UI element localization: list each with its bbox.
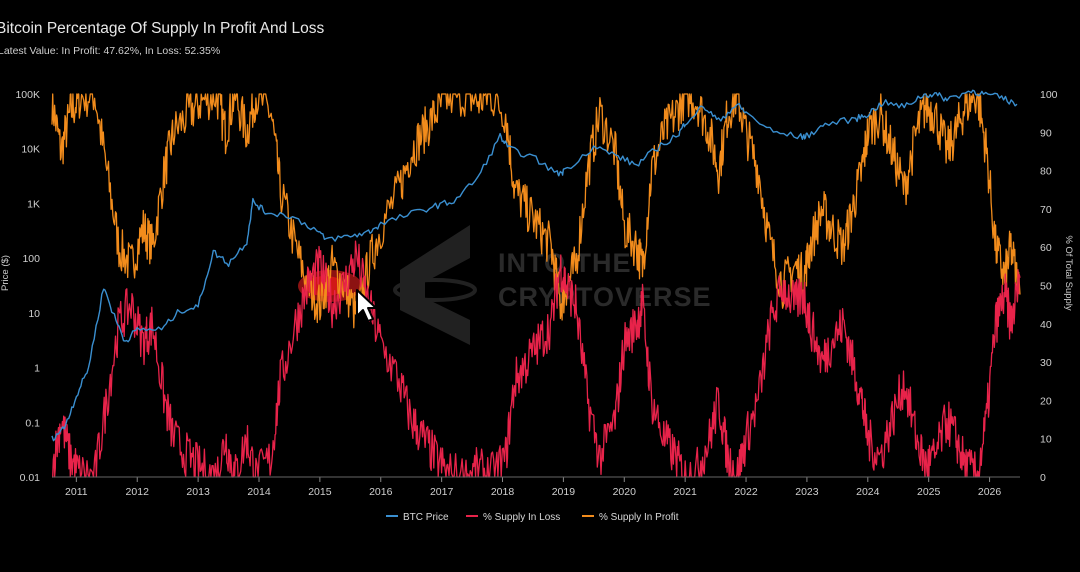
x-tick-label: 2026 bbox=[978, 486, 1002, 498]
x-tick-label: 2012 bbox=[126, 486, 150, 498]
x-tick-label: 2013 bbox=[186, 486, 210, 498]
y-left-tick-label: 1 bbox=[34, 363, 40, 375]
legend: BTC Price % Supply In Loss % Supply In P… bbox=[386, 512, 679, 523]
y-left-tick-label: 100 bbox=[22, 253, 40, 265]
watermark: INTO THE CRYPTOVERSE bbox=[393, 225, 712, 345]
x-tick-label: 2011 bbox=[65, 486, 88, 498]
legend-label-supply-loss: % Supply In Loss bbox=[483, 512, 560, 523]
series-line-supply-in-loss bbox=[52, 240, 1021, 478]
y-right-tick-label: 70 bbox=[1040, 204, 1052, 216]
x-tick-label: 2025 bbox=[917, 486, 941, 498]
y-left-tick-label: 10 bbox=[28, 308, 40, 320]
y-right-tick-label: 0 bbox=[1040, 472, 1046, 484]
x-tick-label: 2021 bbox=[673, 486, 697, 498]
y-right-tick-label: 30 bbox=[1040, 357, 1052, 369]
x-tick-label: 2016 bbox=[369, 486, 393, 498]
y-left-tick-label: 1K bbox=[27, 198, 40, 210]
x-tick-label: 2024 bbox=[856, 486, 880, 498]
watermark-line-2: CRYPTOVERSE bbox=[498, 282, 712, 312]
chart-title: Bitcoin Percentage Of Supply In Profit A… bbox=[0, 20, 325, 37]
legend-label-btc-price: BTC Price bbox=[403, 512, 449, 523]
y-right-tick-label: 80 bbox=[1040, 166, 1052, 178]
chart-subtitle: Latest Value: In Profit: 47.62%, In Loss… bbox=[0, 45, 221, 57]
y-right-tick-label: 20 bbox=[1040, 395, 1052, 407]
y-left-axis-label: Price ($) bbox=[0, 255, 11, 291]
y-right-axis-label: % Of Total Supply bbox=[1063, 235, 1074, 311]
y-right-tick-label: 90 bbox=[1040, 127, 1052, 139]
y-right-tick-label: 50 bbox=[1040, 281, 1052, 293]
ticks-layer: 2011 2012 2013 2014 2015 2016 2017 2018 2019 2020… bbox=[15, 89, 1057, 498]
y-right-tick-label: 100 bbox=[1040, 89, 1058, 101]
legend-item-supply-loss[interactable]: % Supply In Loss bbox=[466, 512, 560, 523]
x-tick-label: 2019 bbox=[552, 486, 576, 498]
x-tick-label: 2018 bbox=[491, 486, 515, 498]
x-tick-label: 2014 bbox=[247, 486, 271, 498]
y-right-tick-label: 40 bbox=[1040, 319, 1052, 331]
legend-item-btc-price[interactable]: BTC Price bbox=[386, 512, 449, 523]
x-tick-label: 2023 bbox=[795, 486, 819, 498]
series-layer bbox=[51, 89, 1021, 478]
watermark-logo-icon bbox=[393, 225, 477, 345]
x-tick-label: 2015 bbox=[308, 486, 332, 498]
y-left-tick-label: 10K bbox=[21, 144, 40, 156]
y-right-tick-label: 60 bbox=[1040, 242, 1052, 254]
y-left-tick-label: 0.1 bbox=[25, 417, 40, 429]
series-line-btc-price bbox=[51, 89, 1018, 442]
x-tick-label: 2020 bbox=[613, 486, 637, 498]
y-left-tick-label: 100K bbox=[15, 89, 40, 101]
legend-item-supply-profit[interactable]: % Supply In Profit bbox=[582, 512, 679, 523]
y-left-tick-label: 0.01 bbox=[20, 472, 41, 484]
y-right-tick-label: 10 bbox=[1040, 434, 1052, 446]
x-tick-label: 2017 bbox=[430, 486, 454, 498]
x-tick-label: 2022 bbox=[734, 486, 758, 498]
legend-label-supply-profit: % Supply In Profit bbox=[599, 512, 679, 523]
mouse-cursor-icon bbox=[356, 289, 377, 322]
